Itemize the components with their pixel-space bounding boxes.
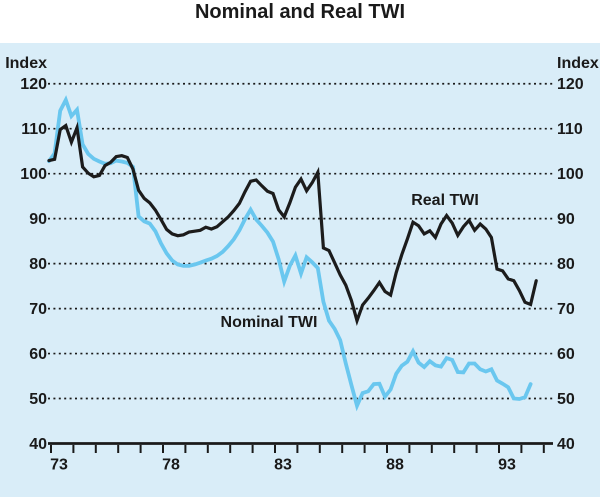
series-line-real-twi (47, 121, 538, 326)
y-label-left-120: 120 (20, 76, 47, 93)
chart-panel: 120 120 110 110 100 100 90 90 80 80 70 70 60 60 50 50 40… (0, 43, 600, 497)
y-label-left-90: 90 (29, 211, 47, 228)
y-label-left-40: 40 (29, 436, 47, 453)
y-label-right-70: 70 (557, 301, 575, 318)
y-label-right-120: 120 (557, 76, 584, 93)
series-labels: Nominal TWI Real TWI (221, 192, 479, 331)
x-axis (48, 442, 553, 453)
series-label-nominal-twi: Nominal TWI (221, 314, 318, 331)
y-label-right-50: 50 (557, 391, 575, 408)
y-label-left-70: 70 (29, 301, 47, 318)
y-axis-labels: 120 120 110 110 100 100 90 90 80 80 70 70 60 60 50 50 40… (20, 76, 584, 453)
y-label-right-110: 110 (557, 121, 583, 138)
series-label-real-twi: Real TWI (411, 192, 479, 209)
y-label-left-50: 50 (29, 391, 47, 408)
y-label-right-40: 40 (557, 436, 575, 453)
left-axis-unit-label: Index (5, 55, 47, 72)
y-label-right-80: 80 (557, 256, 575, 273)
y-label-left-60: 60 (29, 346, 47, 363)
y-label-right-60: 60 (557, 346, 575, 363)
y-label-left-100: 100 (20, 166, 47, 183)
x-label-88: 88 (386, 457, 404, 474)
y-label-right-100: 100 (557, 166, 584, 183)
series-lines (47, 95, 538, 412)
right-axis-unit-label: Index (557, 55, 599, 72)
chart-title: Nominal and Real TWI (194, 1, 406, 23)
y-label-left-80: 80 (29, 256, 47, 273)
y-label-right-90: 90 (557, 211, 575, 228)
x-label-83: 83 (274, 457, 292, 474)
y-label-left-110: 110 (21, 121, 47, 138)
twi-chart-svg: 120 120 110 110 100 100 90 90 80 80 70 70 60 60 50 50 40… (0, 43, 600, 497)
x-label-93: 93 (498, 457, 516, 474)
x-axis-labels: 73 78 83 88 93 (50, 457, 516, 474)
x-label-73: 73 (50, 457, 68, 474)
x-label-78: 78 (162, 457, 180, 474)
